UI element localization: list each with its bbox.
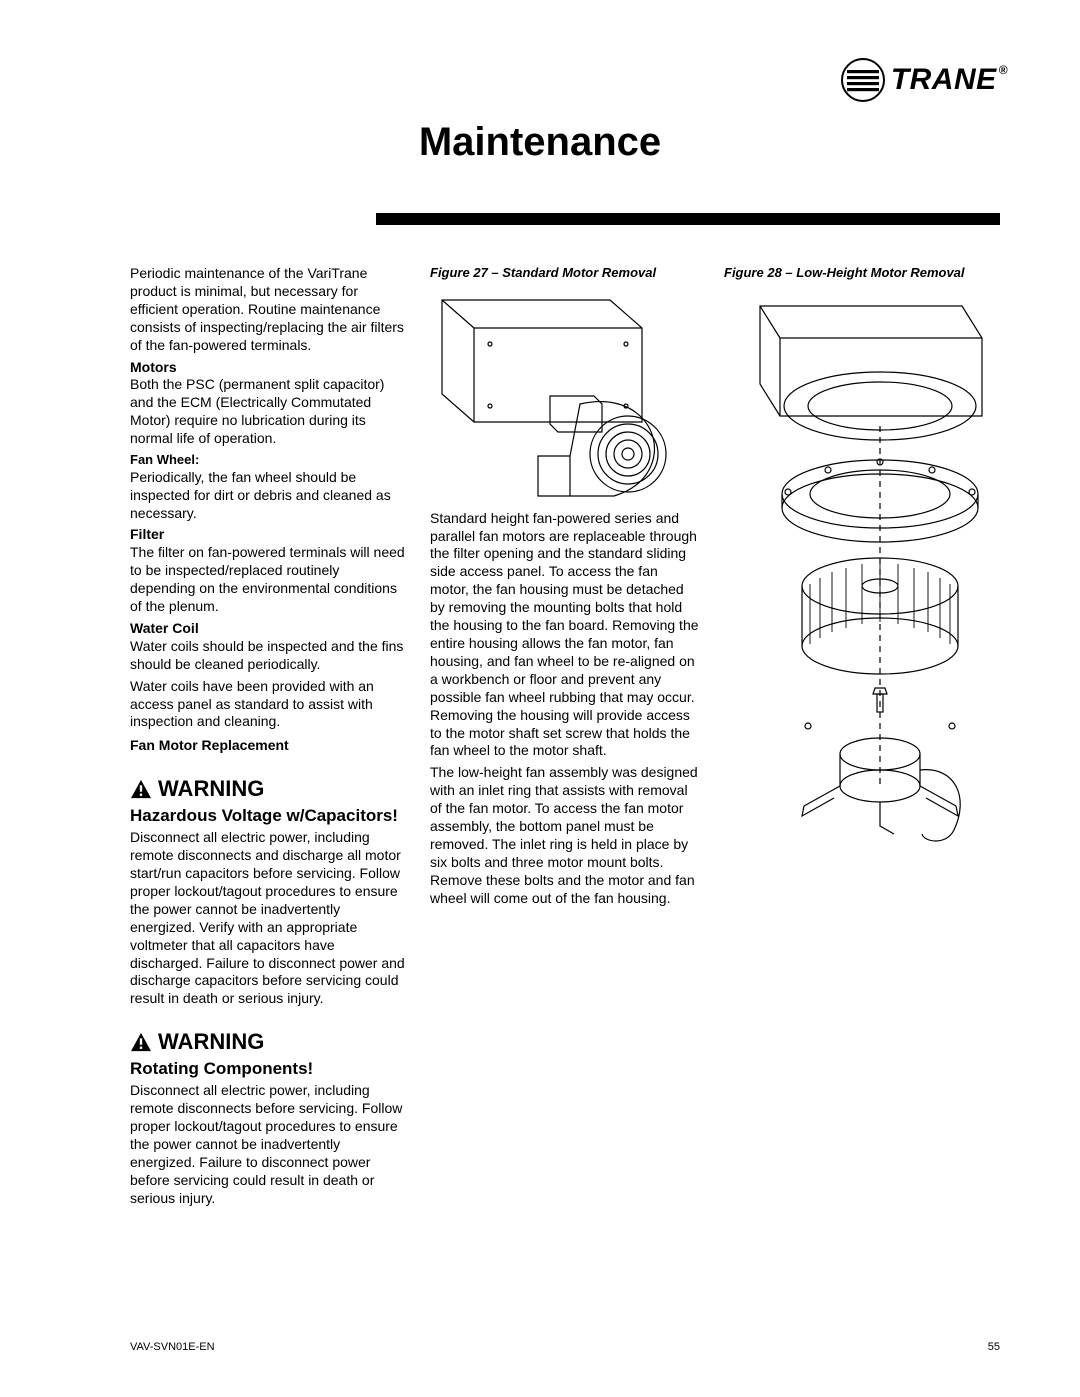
- warning-icon: [130, 1032, 152, 1052]
- figure-28-caption: Figure 28 – Low-Height Motor Removal: [724, 265, 994, 282]
- warning-1-title: Hazardous Voltage w/Capacitors!: [130, 805, 406, 827]
- motors-heading: Motors: [130, 359, 406, 377]
- col2-paragraph-2: The low-height fan assembly was designed…: [430, 764, 700, 907]
- fan-motor-replacement-heading: Fan Motor Replacement: [130, 737, 406, 755]
- page-footer: VAV-SVN01E-EN 55: [130, 1341, 1000, 1353]
- figure-27-image: [430, 286, 700, 504]
- doc-id: VAV-SVN01E-EN: [130, 1341, 215, 1353]
- fanwheel-paragraph: Periodically, the fan wheel should be in…: [130, 469, 406, 523]
- watercoil-paragraph-1: Water coils should be inspected and the …: [130, 638, 406, 674]
- brand-name: TRANE®: [891, 63, 1008, 97]
- brand-logo: TRANE®: [841, 58, 1008, 102]
- warning-1-label: WARNING: [130, 775, 406, 803]
- column-1: Periodic maintenance of the VariTrane pr…: [130, 265, 406, 1212]
- filter-paragraph: The filter on fan-powered terminals will…: [130, 544, 406, 616]
- warning-2-label: WARNING: [130, 1028, 406, 1056]
- page-title: Maintenance: [60, 120, 1020, 165]
- warning-2-paragraph: Disconnect all electric power, including…: [130, 1082, 406, 1207]
- figure-28-image: [724, 286, 994, 862]
- warning-2-title: Rotating Components!: [130, 1058, 406, 1080]
- trane-logo-icon: [841, 58, 885, 102]
- column-2: Figure 27 – Standard Motor Removal: [430, 265, 700, 1212]
- warning-2-text: WARNING: [158, 1028, 264, 1056]
- watercoil-paragraph-2: Water coils have been provided with an a…: [130, 678, 406, 732]
- horizontal-rule: [376, 213, 1000, 225]
- motors-paragraph: Both the PSC (permanent split capacitor)…: [130, 376, 406, 448]
- warning-1-paragraph: Disconnect all electric power, including…: [130, 829, 406, 1008]
- watercoil-heading: Water Coil: [130, 620, 406, 638]
- page-title-row: Maintenance: [60, 120, 1020, 165]
- intro-paragraph: Periodic maintenance of the VariTrane pr…: [130, 265, 406, 355]
- warning-1-text: WARNING: [158, 775, 264, 803]
- filter-heading: Filter: [130, 526, 406, 544]
- column-3: Figure 28 – Low-Height Motor Removal: [724, 265, 994, 1212]
- col2-paragraph-1: Standard height fan-powered series and p…: [430, 510, 700, 761]
- content-columns: Periodic maintenance of the VariTrane pr…: [60, 265, 1020, 1212]
- figure-27-caption: Figure 27 – Standard Motor Removal: [430, 265, 700, 282]
- page-number: 55: [988, 1341, 1000, 1353]
- warning-icon: [130, 779, 152, 799]
- fanwheel-heading: Fan Wheel:: [130, 452, 406, 469]
